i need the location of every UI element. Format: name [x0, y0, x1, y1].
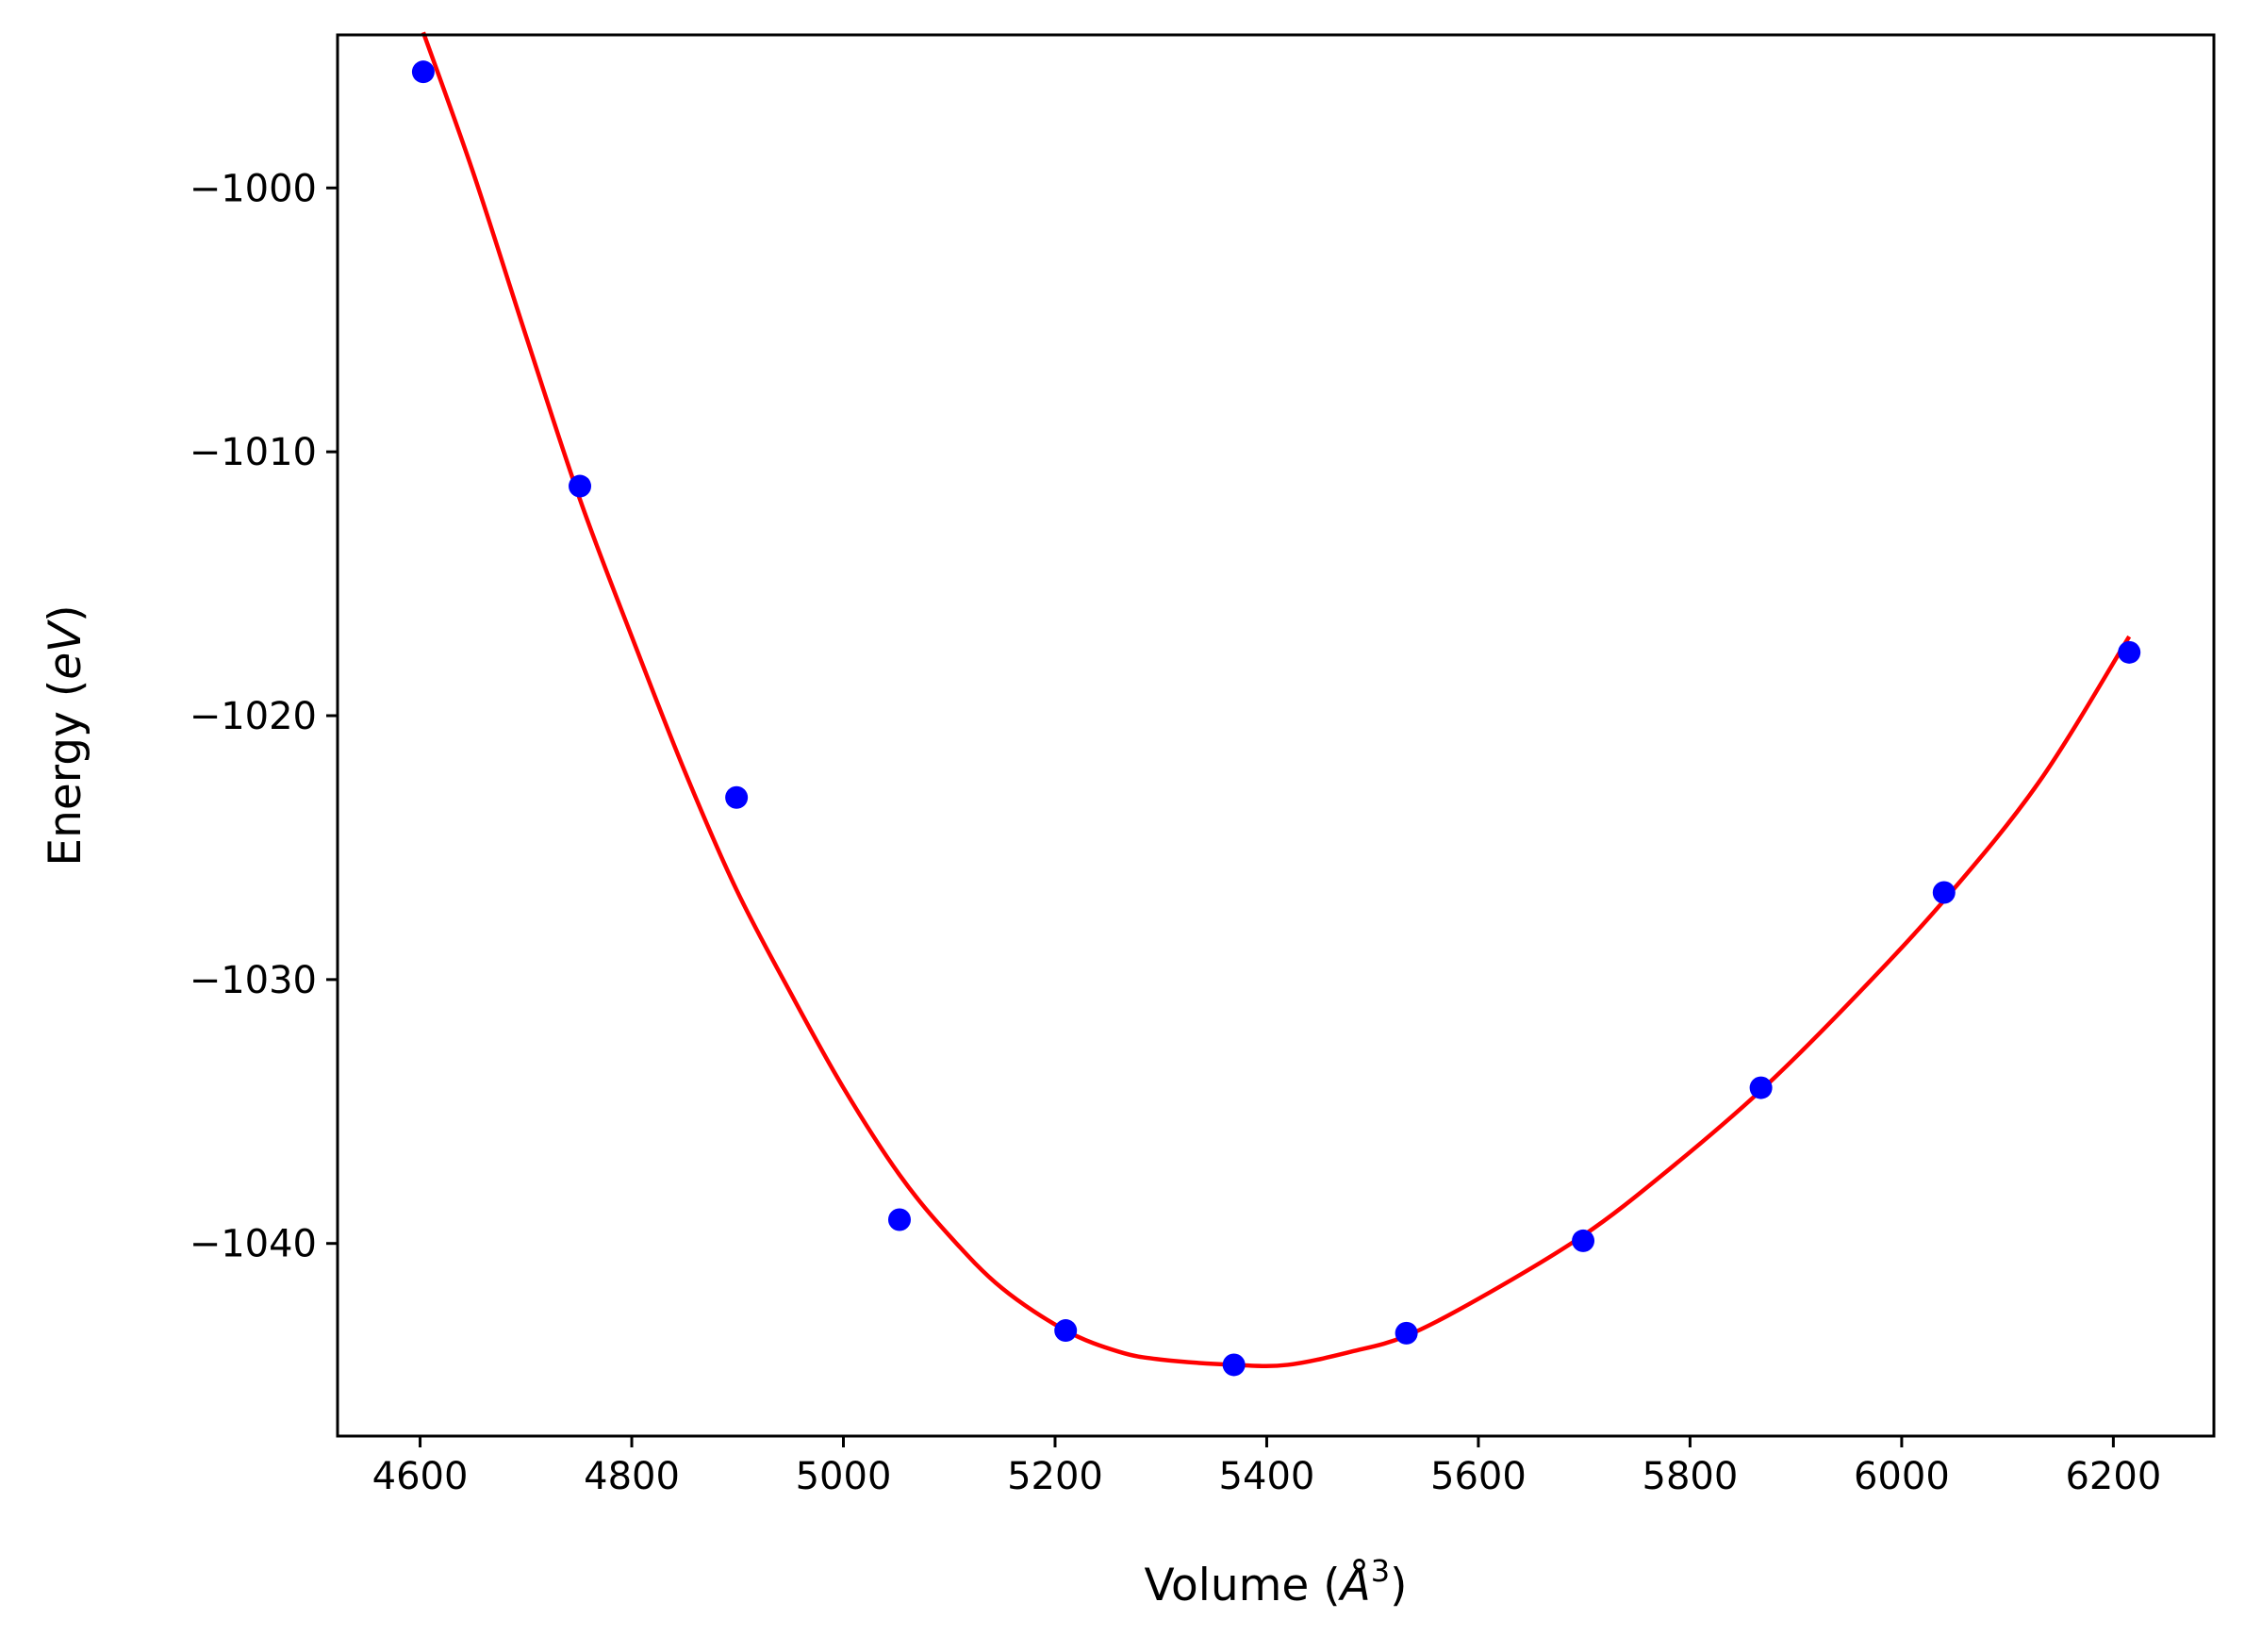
x-tick-label: 6200	[2065, 1455, 2161, 1498]
x-tick-label: 4600	[372, 1455, 469, 1498]
y-tick-label: −1040	[190, 1223, 317, 1266]
fit-curve-layer	[421, 31, 2132, 1368]
y-tick-label: −1010	[190, 431, 317, 474]
data-point	[1395, 1321, 1418, 1345]
x-tick-label: 5600	[1430, 1455, 1527, 1498]
x-axis-ticks: 4600 4800 5000 5200 5400 5600 5800 6000 6200	[372, 1436, 2161, 1498]
y-axis-label-prefix: Energy (	[40, 680, 91, 867]
data-point	[887, 1208, 911, 1231]
x-tick-label: 6000	[1854, 1455, 1950, 1498]
x-tick-label: 5800	[1642, 1455, 1739, 1498]
data-point	[569, 474, 592, 498]
data-point	[1932, 881, 1956, 904]
x-axis-label-suffix: )	[1390, 1560, 1407, 1611]
data-point	[1572, 1229, 1595, 1252]
data-point	[1054, 1319, 1078, 1343]
x-axis-label-prefix: Volume (	[1145, 1560, 1341, 1611]
data-point	[1749, 1076, 1773, 1099]
fit-curve-line	[421, 31, 2132, 1368]
y-tick-label: −1000	[190, 167, 317, 210]
data-point	[725, 785, 749, 809]
data-points-layer	[411, 60, 2141, 1377]
x-tick-label: 5400	[1219, 1455, 1315, 1498]
x-axis-label-unit: Å	[1338, 1560, 1371, 1611]
x-tick-label: 5200	[1007, 1455, 1103, 1498]
x-axis-label: Volume (Å3)	[1145, 1553, 1408, 1611]
x-tick-label: 4800	[584, 1455, 680, 1498]
y-axis-label: Energy (eV)	[40, 604, 91, 866]
y-tick-label: −1020	[190, 695, 317, 738]
data-point	[1222, 1353, 1246, 1377]
y-tick-label: −1030	[190, 959, 317, 1002]
y-axis-label-unit: eV	[40, 620, 91, 680]
x-tick-label: 5000	[796, 1455, 892, 1498]
data-point	[411, 60, 435, 84]
y-axis-ticks: −1000 −1010 −1020 −1030 −1040	[190, 167, 338, 1266]
x-axis-label-exponent: 3	[1371, 1553, 1390, 1589]
data-point	[2118, 640, 2141, 664]
plot-frame	[336, 33, 2216, 1438]
y-axis-label-suffix: )	[40, 604, 91, 621]
